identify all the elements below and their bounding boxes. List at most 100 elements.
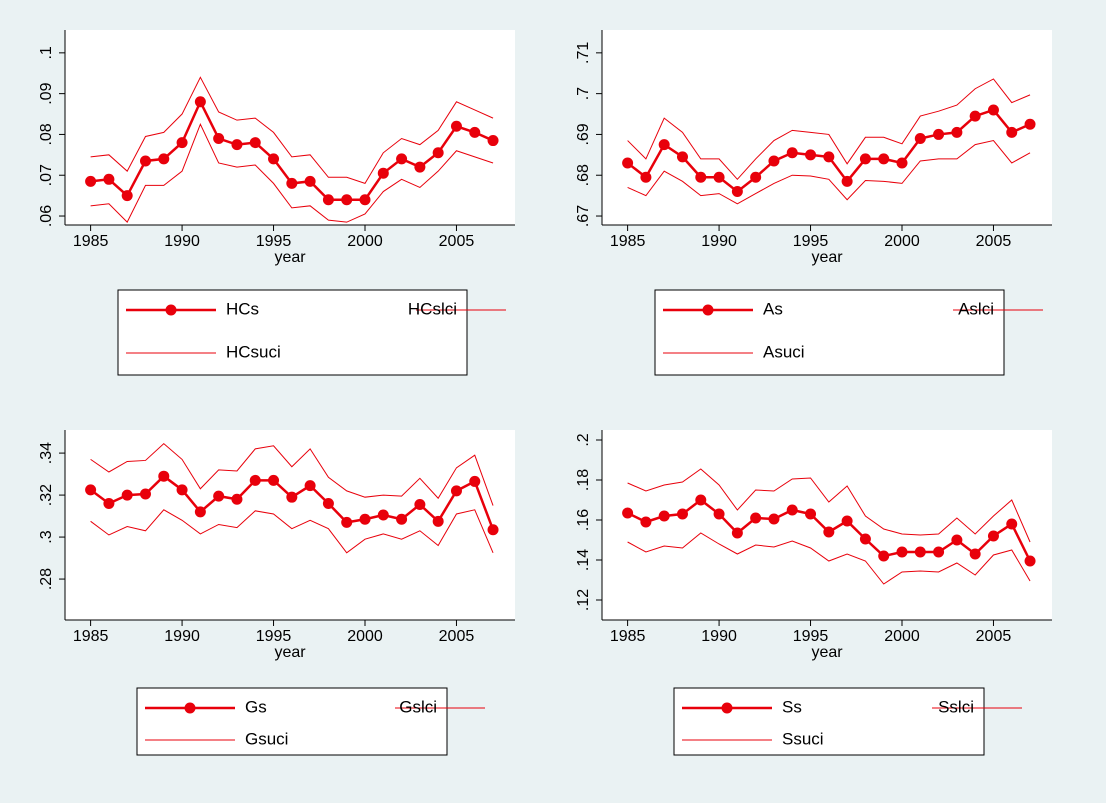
data-point (969, 110, 981, 122)
data-point (878, 153, 890, 165)
legend-marker (702, 304, 714, 316)
data-point (158, 470, 170, 482)
x-tick-label: 2005 (439, 233, 475, 250)
legend-label: Gs (245, 697, 267, 716)
data-point (878, 550, 890, 562)
data-point (658, 139, 670, 151)
data-point (396, 153, 408, 165)
data-point (487, 135, 499, 147)
data-point (158, 153, 170, 165)
legend-box (136, 687, 448, 756)
data-point (823, 526, 835, 538)
y-tick-label: .16 (575, 509, 592, 531)
x-axis-label: year (274, 644, 306, 661)
data-point (176, 137, 188, 149)
data-point (713, 508, 725, 520)
data-point (213, 490, 225, 502)
data-point (786, 147, 798, 159)
y-tick-label: .32 (38, 484, 55, 506)
data-point (231, 493, 243, 505)
plot-area (602, 30, 1052, 225)
y-tick-label: .3 (38, 530, 55, 543)
data-point (676, 151, 688, 163)
data-point (713, 171, 725, 183)
x-tick-label: 2000 (884, 233, 920, 250)
data-point (432, 515, 444, 527)
legend-box (673, 687, 985, 756)
data-point (304, 480, 316, 492)
data-point (121, 489, 133, 501)
data-point (969, 548, 981, 560)
x-tick-label: 1985 (73, 628, 109, 645)
data-point (194, 506, 206, 518)
data-point (103, 173, 115, 185)
legend-label: Gsuci (245, 729, 288, 748)
data-point (268, 153, 280, 165)
data-point (987, 104, 999, 116)
y-tick-label: .7 (575, 87, 592, 100)
data-point (622, 157, 634, 169)
data-point (731, 527, 743, 539)
data-point (622, 507, 634, 519)
data-point (951, 534, 963, 546)
data-point (249, 474, 261, 486)
data-point (896, 157, 908, 169)
data-point (322, 497, 334, 509)
data-point (1024, 555, 1036, 567)
x-tick-label: 2000 (884, 628, 920, 645)
x-tick-label: 2005 (439, 628, 475, 645)
plot-area (602, 430, 1052, 620)
x-tick-label: 1995 (793, 233, 829, 250)
data-point (933, 546, 945, 558)
y-tick-label: .28 (38, 568, 55, 590)
x-axis-label: year (811, 644, 843, 661)
data-point (914, 546, 926, 558)
data-point (414, 161, 426, 173)
x-tick-label: 2000 (347, 628, 383, 645)
data-point (213, 133, 225, 145)
data-point (194, 96, 206, 108)
data-point (359, 513, 371, 525)
data-point (487, 524, 499, 536)
data-point (768, 155, 780, 167)
data-point (914, 133, 926, 145)
x-tick-label: 2005 (976, 233, 1012, 250)
y-tick-label: .12 (575, 589, 592, 611)
data-point (377, 167, 389, 179)
y-tick-label: .34 (38, 442, 55, 464)
y-tick-label: .06 (38, 205, 55, 227)
x-tick-label: 1995 (256, 628, 292, 645)
series-line (627, 78, 1031, 181)
data-point (823, 151, 835, 163)
legend-label: Ssuci (782, 729, 824, 748)
data-point (341, 516, 353, 528)
data-point (249, 137, 261, 149)
data-point (1024, 118, 1036, 130)
legend-marker (165, 304, 177, 316)
data-point (1006, 518, 1018, 530)
data-point (640, 516, 652, 528)
data-point (377, 509, 389, 521)
x-tick-label: 1990 (164, 233, 200, 250)
data-point (841, 515, 853, 527)
x-axis-label: year (811, 249, 843, 266)
legend-box (117, 289, 468, 376)
data-point (951, 126, 963, 138)
x-axis-label: year (274, 249, 306, 266)
data-point (469, 475, 481, 487)
legend-label: Sslci (938, 697, 974, 716)
data-point (768, 513, 780, 525)
x-tick-label: 2005 (976, 628, 1012, 645)
data-point (85, 484, 97, 496)
legend-marker (721, 702, 733, 714)
legend-label: Aslci (958, 299, 994, 318)
data-point (432, 147, 444, 159)
series-line (90, 442, 494, 506)
data-point (786, 504, 798, 516)
data-point (750, 171, 762, 183)
data-point (396, 513, 408, 525)
legend-label: Gslci (399, 697, 437, 716)
y-tick-label: .07 (38, 164, 55, 186)
legend-label: HCsuci (226, 342, 281, 361)
data-point (139, 488, 151, 500)
